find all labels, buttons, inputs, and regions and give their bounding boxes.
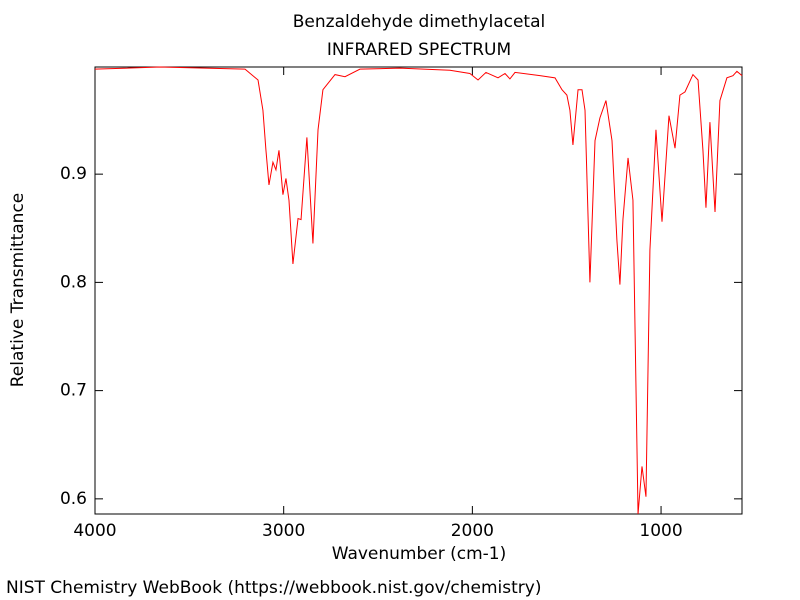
chart-title: Benzaldehyde dimethylacetal (293, 12, 546, 32)
x-axis-label: Wavenumber (cm-1) (332, 544, 507, 564)
y-axis-label: Relative Transmittance (8, 193, 28, 388)
footer: NIST Chemistry WebBook (https://webbook.… (6, 578, 541, 598)
y-tick-label: 0.8 (60, 272, 87, 292)
chart-subtitle: INFRARED SPECTRUM (327, 40, 511, 60)
x-tick-label: 1000 (639, 521, 682, 541)
y-tick-label: 0.9 (60, 164, 87, 184)
spectrum-line (94, 66, 743, 515)
x-tick-label: 4000 (73, 521, 116, 541)
x-tick-label: 2000 (451, 521, 494, 541)
y-tick-label: 0.7 (60, 381, 87, 401)
y-tick-label: 0.6 (60, 489, 87, 509)
x-tick-label: 3000 (262, 521, 305, 541)
plot-frame (94, 66, 743, 515)
